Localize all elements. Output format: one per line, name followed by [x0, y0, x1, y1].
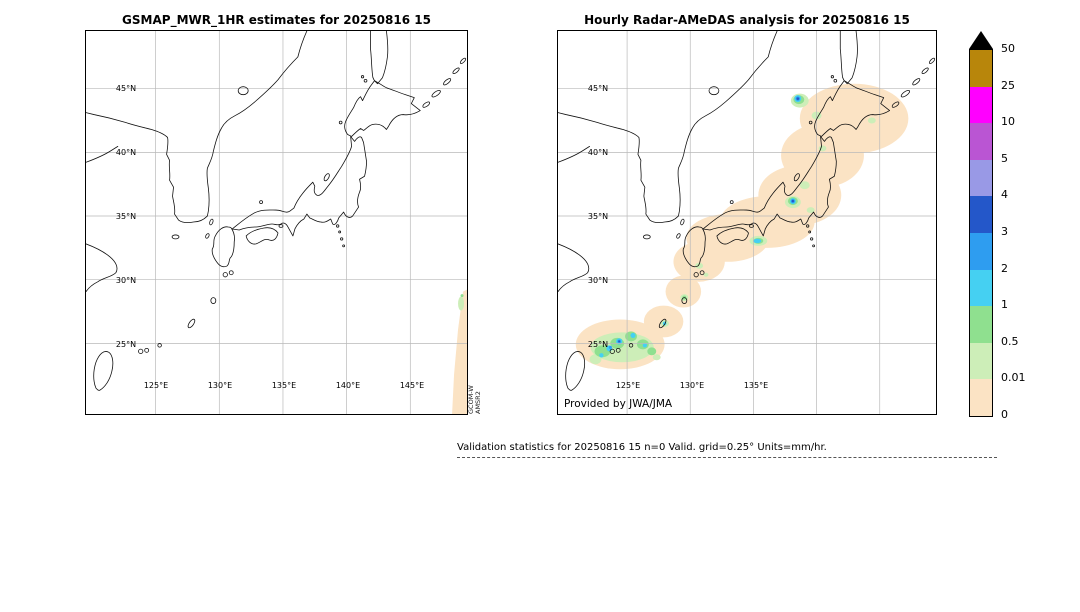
lat-tick-label: 30°N	[115, 276, 137, 285]
colorbar-tick-label: 3	[1001, 225, 1008, 238]
precip-trace-coverage	[575, 83, 909, 370]
lat-tick-label: 35°N	[115, 212, 137, 221]
gsmap-map-panel: 45°N 40°N 35°N 30°N 25°N 125°E 130°E 135…	[85, 30, 482, 415]
lat-tick-label: 45°N	[115, 84, 137, 93]
colorbar-tick-label: 0.01	[1001, 371, 1026, 384]
lat-tick-label: 25°N	[115, 340, 137, 349]
data-credit: Provided by JWA/JMA	[564, 398, 673, 410]
lat-tick-label: 35°N	[587, 212, 609, 221]
lat-tick-label: 40°N	[115, 148, 137, 157]
precipitation-layer	[575, 83, 909, 370]
colorbar-scale	[969, 49, 993, 417]
radar-map-panel: 45°N 40°N 35°N 30°N 25°N 125°E 130°E 135…	[557, 30, 937, 415]
colorbar-segment	[970, 86, 992, 124]
lon-tick-label: 125°E	[143, 381, 169, 390]
colorbar-segment	[970, 159, 992, 197]
colorbar-segment	[970, 123, 992, 160]
colorbar-tick-label: 0.5	[1001, 335, 1019, 348]
colorbar-segment	[970, 269, 992, 307]
radar-map	[558, 31, 936, 414]
satellite-watermark: GCOM-W AMSR2	[467, 385, 482, 414]
lat-tick-label: 30°N	[587, 276, 609, 285]
colorbar-segment	[970, 306, 992, 343]
colorbar-tick-label: 4	[1001, 188, 1008, 201]
gsmap-map	[86, 31, 467, 414]
lon-tick-label: 135°E	[743, 381, 769, 390]
colorbar-overflow-arrow-icon	[969, 31, 993, 49]
lat-tick-label: 25°N	[587, 340, 609, 349]
colorbar	[969, 31, 993, 417]
lon-tick-label: 130°E	[679, 381, 705, 390]
lon-tick-label: 140°E	[335, 381, 361, 390]
precip-blue	[618, 97, 800, 343]
lon-tick-label: 130°E	[207, 381, 233, 390]
colorbar-tick-label: 25	[1001, 79, 1015, 92]
colorbar-segment	[970, 342, 992, 380]
colorbar-tick-label: 2	[1001, 262, 1008, 275]
right-panel-title: Hourly Radar-AMeDAS analysis for 2025081…	[584, 13, 910, 27]
validation-footer: Validation statistics for 20250816 15 n=…	[457, 441, 997, 458]
amsr2-swath-stripe	[452, 289, 467, 414]
colorbar-tick-label: 5	[1001, 152, 1008, 165]
lon-tick-label: 125°E	[615, 381, 641, 390]
lon-tick-label: 145°E	[399, 381, 425, 390]
colorbar-tick-label: 0	[1001, 408, 1008, 421]
colorbar-segment	[970, 50, 992, 87]
watermark-line-2: AMSR2	[474, 391, 482, 414]
lon-tick-label: 135°E	[271, 381, 297, 390]
colorbar-segment	[970, 232, 992, 270]
colorbar-tick-label: 10	[1001, 115, 1015, 128]
lat-tick-label: 40°N	[587, 148, 609, 157]
colorbar-segment	[970, 379, 992, 416]
colorbar-segment	[970, 196, 992, 233]
left-panel-title: GSMAP_MWR_1HR estimates for 20250816 15	[122, 13, 431, 27]
colorbar-tick-label: 50	[1001, 42, 1015, 55]
colorbar-tick-label: 1	[1001, 298, 1008, 311]
lat-tick-label: 45°N	[587, 84, 609, 93]
